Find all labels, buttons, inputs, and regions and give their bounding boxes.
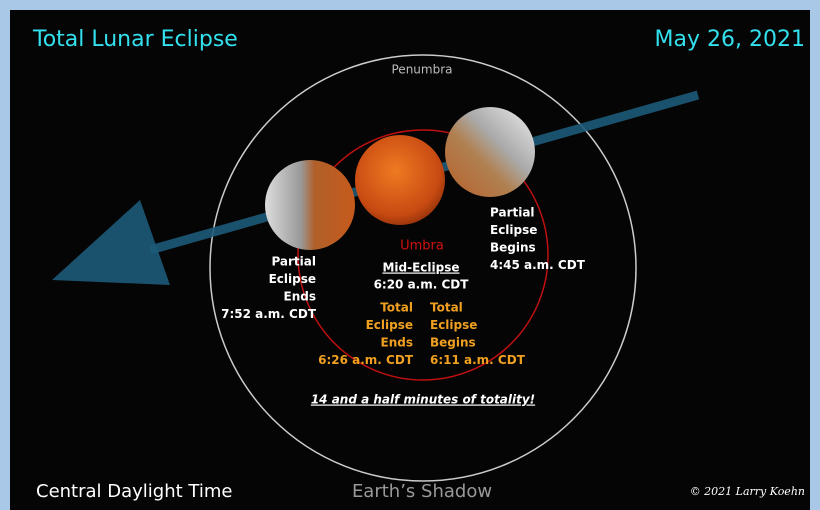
label-line: Ends	[284, 290, 316, 304]
label-line: Partial	[490, 206, 535, 220]
title: Total Lunar Eclipse	[32, 27, 238, 52]
moon-mid	[355, 135, 445, 225]
label-line: Begins	[490, 241, 536, 255]
label-line: Partial	[271, 255, 316, 269]
label-line: Ends	[381, 336, 413, 350]
penumbra-label: Penumbra	[392, 63, 453, 77]
mid-eclipse-label: Mid-Eclipse	[382, 261, 459, 275]
partial-ends: Partial Eclipse Ends 7:52 a.m. CDT	[221, 255, 317, 322]
moon-beginning	[445, 107, 535, 197]
totality-note: 14 and a half minutes of totality!	[311, 393, 535, 407]
label-line: Eclipse	[269, 272, 316, 286]
total-begins: Total Eclipse Begins 6:11 a.m. CDT	[430, 301, 526, 368]
label-line: 6:26 a.m. CDT	[318, 353, 414, 367]
subtitle: Earth’s Shadow	[352, 481, 492, 502]
partial-begins: Partial Eclipse Begins 4:45 a.m. CDT	[490, 206, 586, 273]
credit: © 2021 Larry Koehn	[690, 485, 805, 498]
time-zone: Central Daylight Time	[36, 481, 232, 502]
label-line: Eclipse	[490, 223, 537, 237]
label-line: Begins	[430, 336, 476, 350]
label-line: 7:52 a.m. CDT	[221, 307, 317, 321]
umbra-label: Umbra	[400, 239, 444, 254]
penumbra-circle	[209, 54, 637, 482]
label-line: Total	[380, 301, 413, 315]
label-line: 6:11 a.m. CDT	[430, 353, 526, 367]
moon-ending	[265, 160, 355, 250]
date: May 26, 2021	[655, 27, 805, 52]
mid-eclipse-time: 6:20 a.m. CDT	[374, 278, 470, 292]
total-ends: Total Eclipse Ends 6:26 a.m. CDT	[318, 301, 414, 368]
umbra-circle	[297, 129, 549, 381]
label-line: 4:45 a.m. CDT	[490, 258, 586, 272]
arrow-head	[52, 200, 170, 285]
label-line: Eclipse	[430, 318, 477, 332]
label-line: Total	[430, 301, 463, 315]
label-line: Eclipse	[366, 318, 413, 332]
